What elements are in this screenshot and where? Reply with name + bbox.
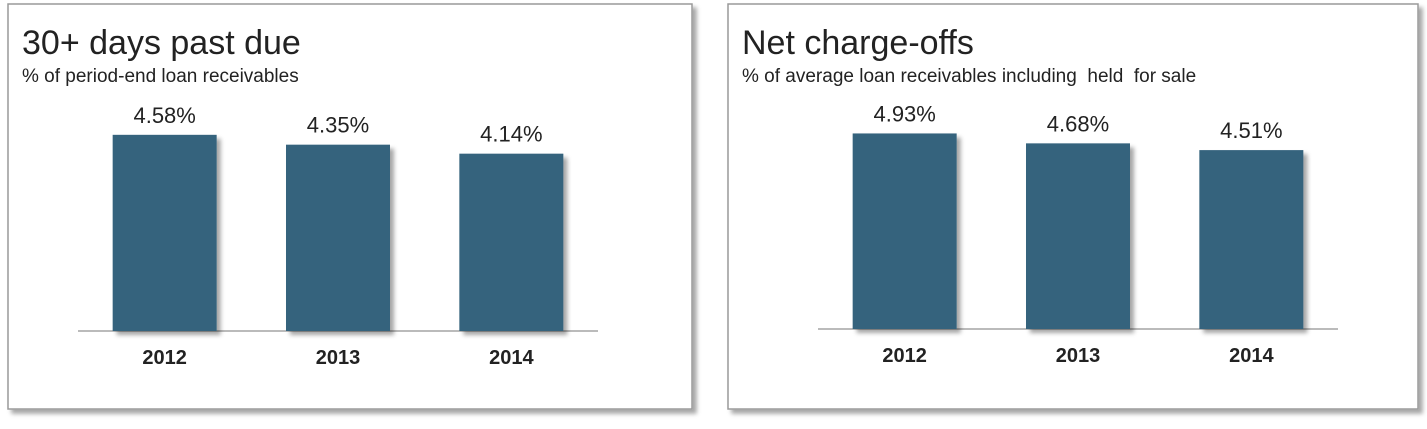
bar — [1026, 143, 1130, 329]
bar — [852, 133, 957, 329]
chart-title: Net charge-offs — [742, 24, 974, 62]
bar — [112, 134, 217, 331]
x-tick-label: 2012 — [882, 345, 927, 367]
bar — [1199, 150, 1304, 329]
value-label: 4.51% — [1220, 118, 1282, 143]
x-tick-label: 2013 — [316, 347, 361, 369]
value-label: 4.58% — [133, 103, 195, 128]
x-tick-label: 2012 — [142, 347, 187, 369]
chart-subtitle: % of average loan receivables including … — [742, 66, 1196, 87]
value-label: 4.35% — [307, 113, 369, 138]
chart-subtitle: % of period-end loan receivables — [22, 66, 299, 87]
chart-title: 30+ days past due — [22, 24, 301, 62]
x-tick-label: 2014 — [489, 347, 534, 369]
bar — [286, 144, 390, 331]
bar — [459, 153, 564, 331]
value-label: 4.14% — [480, 122, 542, 147]
x-tick-label: 2014 — [1229, 345, 1274, 367]
value-label: 4.93% — [873, 101, 935, 126]
value-label: 4.68% — [1047, 111, 1109, 136]
x-tick-label: 2013 — [1056, 345, 1101, 367]
